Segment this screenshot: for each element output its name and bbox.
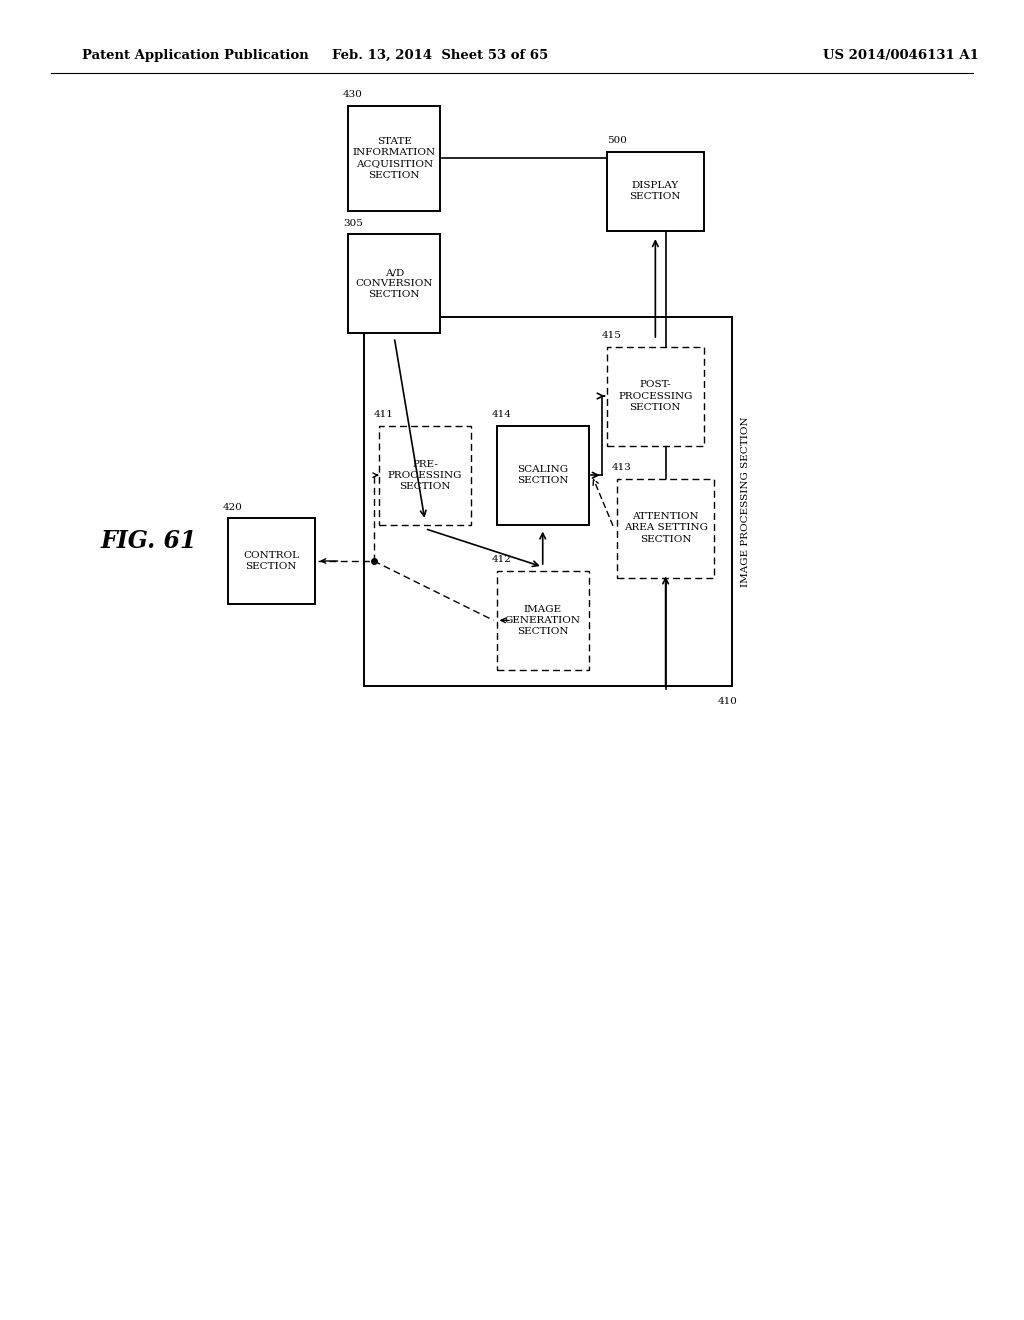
Text: 500: 500	[606, 136, 627, 145]
Bar	[606, 152, 705, 231]
Text: POST-
PROCESSING
SECTION: POST- PROCESSING SECTION	[618, 380, 692, 412]
Text: 415: 415	[602, 331, 622, 341]
Text: 420: 420	[223, 503, 243, 512]
Bar	[497, 572, 589, 671]
Text: A/D
CONVERSION
SECTION: A/D CONVERSION SECTION	[355, 268, 433, 300]
Text: DISPLAY
SECTION: DISPLAY SECTION	[630, 181, 681, 202]
Bar	[227, 519, 315, 605]
Text: 413: 413	[612, 463, 632, 473]
Text: IMAGE PROCESSING SECTION: IMAGE PROCESSING SECTION	[741, 416, 750, 587]
Bar	[497, 425, 589, 524]
Text: STATE
INFORMATION
ACQUISITION
SECTION: STATE INFORMATION ACQUISITION SECTION	[352, 137, 436, 180]
Text: Feb. 13, 2014  Sheet 53 of 65: Feb. 13, 2014 Sheet 53 of 65	[332, 49, 549, 62]
Text: 305: 305	[343, 219, 362, 227]
Text: FIG. 61: FIG. 61	[100, 529, 197, 553]
Text: 410: 410	[718, 697, 737, 706]
Text: 412: 412	[492, 556, 511, 565]
Text: SCALING
SECTION: SCALING SECTION	[517, 465, 568, 486]
Bar	[364, 317, 732, 686]
Text: ATTENTION
AREA SETTING
SECTION: ATTENTION AREA SETTING SECTION	[624, 512, 708, 544]
Bar	[348, 106, 440, 211]
Text: 430: 430	[343, 90, 362, 99]
Text: CONTROL
SECTION: CONTROL SECTION	[244, 550, 299, 572]
Bar	[606, 346, 705, 446]
Text: 414: 414	[492, 411, 511, 420]
Bar	[348, 235, 440, 333]
Text: US 2014/0046131 A1: US 2014/0046131 A1	[823, 49, 979, 62]
Text: Patent Application Publication: Patent Application Publication	[82, 49, 308, 62]
Bar	[379, 425, 471, 524]
Bar	[616, 479, 715, 578]
Text: PRE-
PROCESSING
SECTION: PRE- PROCESSING SECTION	[388, 459, 462, 491]
Text: 411: 411	[374, 411, 393, 420]
Text: IMAGE
GENERATION
SECTION: IMAGE GENERATION SECTION	[505, 605, 581, 636]
